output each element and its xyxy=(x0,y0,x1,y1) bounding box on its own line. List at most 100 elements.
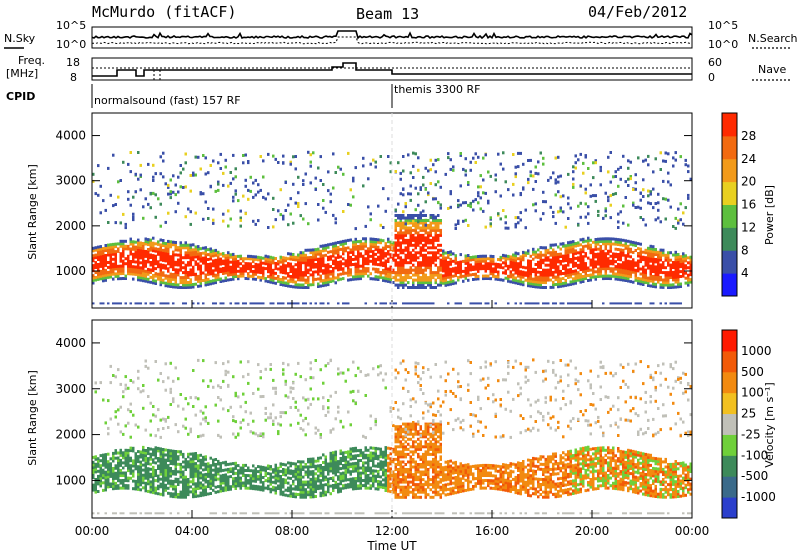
heat-cell xyxy=(159,238,162,242)
heat-cell xyxy=(279,260,282,264)
heat-cell xyxy=(117,277,120,281)
heat-cell xyxy=(654,253,657,256)
heat-cell xyxy=(174,241,177,244)
heat-cell xyxy=(132,469,135,473)
heat-cell xyxy=(427,302,430,305)
heat-cell xyxy=(644,276,647,280)
heat-cell xyxy=(647,201,650,205)
heat-cell xyxy=(224,486,227,489)
heat-cell xyxy=(382,251,385,255)
heat-cell xyxy=(177,512,180,515)
heat-cell xyxy=(274,157,277,161)
heat-cell xyxy=(179,185,182,189)
heat-cell xyxy=(399,261,402,265)
heat-cell xyxy=(292,155,295,159)
heat-cell xyxy=(519,211,522,215)
heat-cell xyxy=(247,372,250,376)
heat-cell xyxy=(167,259,170,263)
heat-cell xyxy=(619,165,622,169)
heat-cell xyxy=(249,430,252,434)
heat-cell xyxy=(214,465,217,469)
heat-cell xyxy=(597,272,600,276)
heat-cell xyxy=(227,480,230,484)
heat-cell xyxy=(422,233,425,237)
heat-cell xyxy=(362,184,365,188)
heat-cell xyxy=(209,262,212,266)
heat-cell xyxy=(439,273,442,277)
heat-cell xyxy=(164,302,167,305)
heat-cell xyxy=(614,267,617,271)
heat-cell xyxy=(574,251,577,255)
heat-cell xyxy=(232,177,235,181)
heat-cell xyxy=(174,253,177,257)
heat-cell xyxy=(617,275,620,279)
heat-cell xyxy=(184,266,187,270)
heat-cell xyxy=(442,281,445,285)
heat-cell xyxy=(427,226,430,230)
heat-cell xyxy=(119,471,122,475)
heat-cell xyxy=(332,277,335,280)
heat-cell xyxy=(434,251,437,255)
heat-cell xyxy=(642,275,645,279)
heat-cell xyxy=(122,272,125,275)
heat-cell xyxy=(614,252,617,256)
heat-cell xyxy=(204,256,207,260)
heat-cell xyxy=(422,214,425,217)
heat-cell xyxy=(394,246,397,250)
heat-cell xyxy=(264,277,267,281)
heat-cell xyxy=(387,250,390,254)
heat-cell xyxy=(302,258,305,262)
heat-cell xyxy=(624,302,627,305)
heat-cell xyxy=(422,246,425,250)
heat-cell xyxy=(107,248,110,252)
heat-cell xyxy=(282,411,285,415)
heat-cell xyxy=(417,220,420,224)
heat-cell xyxy=(179,493,182,497)
heat-cell xyxy=(319,277,322,281)
heat-cell xyxy=(382,271,385,275)
heat-cell xyxy=(144,364,147,368)
heat-cell xyxy=(472,265,475,269)
heat-cell xyxy=(477,267,480,271)
heat-cell xyxy=(484,267,487,271)
heat-cell xyxy=(494,275,497,279)
heat-cell xyxy=(107,261,110,264)
heat-cell xyxy=(439,266,442,270)
heat-cell xyxy=(167,464,170,468)
heat-cell xyxy=(567,217,570,220)
heat-cell xyxy=(179,258,182,262)
heat-cell xyxy=(572,242,575,246)
heat-cell xyxy=(174,248,177,252)
heat-cell xyxy=(577,271,580,275)
heat-cell xyxy=(434,226,437,230)
heat-cell xyxy=(602,242,605,246)
heat-cell xyxy=(399,243,402,247)
heat-cell xyxy=(417,302,420,305)
heat-cell xyxy=(189,189,192,193)
heat-cell xyxy=(287,395,290,399)
heat-cell xyxy=(157,484,160,488)
heat-cell xyxy=(424,253,427,257)
heat-cell xyxy=(402,231,405,235)
heat-cell xyxy=(112,252,115,256)
heat-cell xyxy=(324,210,327,214)
heat-cell xyxy=(467,271,470,275)
heat-cell xyxy=(439,203,442,207)
heat-cell xyxy=(422,253,425,257)
heat-cell xyxy=(169,265,172,269)
heat-cell xyxy=(614,192,617,196)
heat-cell xyxy=(494,265,497,269)
heat-cell xyxy=(354,245,357,249)
heat-cell xyxy=(242,468,245,472)
heat-cell xyxy=(562,210,565,214)
heat-cell xyxy=(687,273,690,277)
heat-cell xyxy=(169,275,172,279)
heat-cell xyxy=(239,209,242,213)
heat-cell xyxy=(652,279,655,283)
heat-cell xyxy=(597,213,600,217)
heat-cell xyxy=(287,279,290,283)
heat-cell xyxy=(92,488,95,492)
heat-cell xyxy=(117,274,120,278)
heat-cell xyxy=(432,276,435,280)
heat-cell xyxy=(239,216,242,220)
